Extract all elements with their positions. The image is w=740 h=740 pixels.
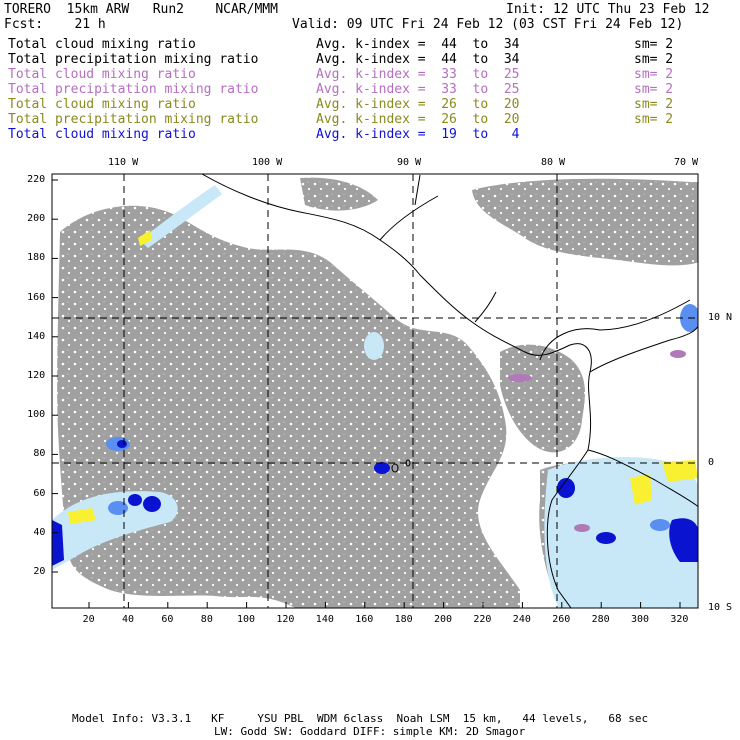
legend-k-5: Avg. k-index = 26 to 20 <box>316 112 520 127</box>
forecast-hour: Fcst: 21 h <box>4 17 106 32</box>
lon-label-2: 90 W <box>397 157 422 168</box>
legend-name-3: Total precipitation mixing ratio <box>8 82 259 97</box>
x-tick-0: 20 <box>82 614 95 625</box>
lat-label-1: 0 <box>708 457 715 468</box>
y-tick-8: 60 <box>33 487 46 499</box>
x-tick-1: 40 <box>122 614 135 625</box>
model-title: TORERO 15km ARW Run2 NCAR/MMM <box>4 2 278 17</box>
cloud-band-northwest <box>140 185 222 248</box>
physics-info: LW: Godd SW: Goddard DIFF: simple KM: 2D… <box>214 725 526 738</box>
y-tick-3: 160 <box>27 291 46 303</box>
map-plot <box>51 173 699 609</box>
lon-label-3: 80 W <box>541 157 566 168</box>
coastlines <box>201 174 698 608</box>
x-tick-13: 280 <box>591 614 610 625</box>
lat-label-2: 10 S <box>708 602 733 613</box>
y-tick-10: 20 <box>33 566 46 577</box>
y-tick-1: 200 <box>27 213 46 225</box>
x-tick-6: 140 <box>315 614 334 625</box>
y-tick-0: 220 <box>27 174 46 185</box>
lat-label-0: 10 N <box>708 312 733 323</box>
convection-south-america <box>544 456 698 608</box>
legend-sm-4: sm= 2 <box>634 97 674 112</box>
valid-time: Valid: 09 UTC Fri 24 Feb 12 (03 CST Fri … <box>292 17 684 32</box>
lon-label-1: 100 W <box>252 157 283 168</box>
lon-label-4: 70 W <box>674 157 699 168</box>
x-tick-10: 220 <box>473 614 492 625</box>
x-tick-15: 320 <box>670 614 689 625</box>
x-tick-2: 60 <box>161 614 174 625</box>
cloud-field-large <box>57 205 520 608</box>
legend-k-3: Avg. k-index = 33 to 25 <box>316 82 520 97</box>
x-tick-9: 200 <box>434 614 453 625</box>
cloud-field-north <box>472 178 698 266</box>
legend-name-4: Total cloud mixing ratio <box>8 97 196 112</box>
legend-k-4: Avg. k-index = 26 to 20 <box>316 97 520 112</box>
legend-k-1: Avg. k-index = 44 to 34 <box>316 52 520 67</box>
y-tick-2: 180 <box>27 252 46 264</box>
legend-sm-3: sm= 2 <box>634 82 674 97</box>
legend-k-2: Avg. k-index = 33 to 25 <box>316 67 520 82</box>
lon-label-0: 110 W <box>108 157 139 168</box>
y-tick-9: 40 <box>33 526 46 538</box>
legend-name-5: Total precipitation mixing ratio <box>8 112 259 127</box>
x-tick-4: 100 <box>237 614 256 625</box>
x-tick-12: 260 <box>552 614 571 625</box>
legend-name-6: Total cloud mixing ratio <box>8 127 196 142</box>
legend-name-2: Total cloud mixing ratio <box>8 67 196 82</box>
init-time: Init: 12 UTC Thu 23 Feb 12 <box>506 2 710 17</box>
y-tick-4: 140 <box>27 330 46 342</box>
x-tick-3: 80 <box>200 614 213 625</box>
legend-sm-2: sm= 2 <box>634 67 674 82</box>
x-tick-14: 300 <box>631 614 650 625</box>
plot-frame <box>51 173 699 609</box>
legend-name-1: Total precipitation mixing ratio <box>8 52 259 67</box>
y-tick-6: 100 <box>27 409 46 421</box>
model-info: Model Info: V3.3.1 KF YSU PBL WDM 6class… <box>72 712 649 725</box>
x-tick-8: 180 <box>394 614 413 625</box>
legend-k-6: Avg. k-index = 19 to 4 <box>316 127 520 142</box>
y-tick-7: 80 <box>33 448 46 460</box>
cloud-field-east <box>500 344 585 453</box>
legend-k-0: Avg. k-index = 44 to 34 <box>316 37 520 52</box>
cloud-field-gulf <box>300 177 378 211</box>
legend-sm-1: sm= 2 <box>634 52 674 67</box>
legend-name-0: Total cloud mixing ratio <box>8 37 196 52</box>
legend-sm-0: sm= 2 <box>634 37 674 52</box>
y-tick-5: 120 <box>27 370 46 381</box>
x-tick-5: 120 <box>276 614 295 625</box>
x-tick-7: 160 <box>355 614 374 625</box>
legend-sm-5: sm= 2 <box>634 112 674 127</box>
x-tick-11: 240 <box>512 614 531 625</box>
